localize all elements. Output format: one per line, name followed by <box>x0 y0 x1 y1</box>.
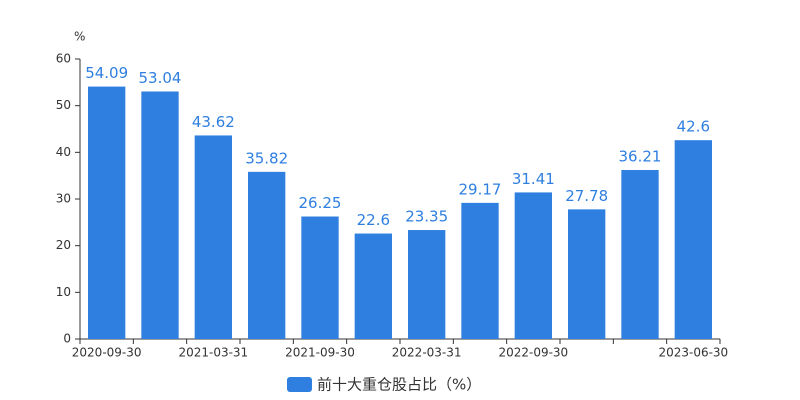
bar <box>621 170 659 339</box>
bar <box>568 209 606 339</box>
y-tick-label: 50 <box>56 98 71 112</box>
y-tick-label: 20 <box>56 238 71 252</box>
value-label: 26.25 <box>299 194 342 212</box>
value-label: 29.17 <box>459 180 502 198</box>
value-label: 53.04 <box>139 69 182 87</box>
bar <box>354 233 392 339</box>
bar <box>514 192 552 339</box>
value-label: 43.62 <box>192 113 235 131</box>
value-label: 31.41 <box>512 170 555 188</box>
y-tick-label: 40 <box>56 145 71 159</box>
value-label: 22.6 <box>357 211 390 229</box>
bar <box>88 86 126 339</box>
x-tick-label: 2022-03-31 <box>392 346 462 360</box>
y-unit: % <box>74 30 85 44</box>
bar <box>141 91 179 339</box>
value-label: 36.21 <box>619 148 662 166</box>
bar <box>194 135 232 339</box>
legend-label: 前十大重仓股占比（%） <box>317 376 481 394</box>
y-tick-label: 0 <box>63 332 71 346</box>
bar <box>408 230 446 339</box>
value-label: 42.6 <box>677 118 710 136</box>
y-tick-label: 60 <box>56 52 71 66</box>
x-tick-label: 2020-09-30 <box>72 346 142 360</box>
value-label: 23.35 <box>405 208 448 226</box>
x-tick-label: 2021-09-30 <box>285 346 355 360</box>
value-label: 35.82 <box>245 149 288 167</box>
x-tick-label: 2023-06-30 <box>658 346 728 360</box>
bar <box>674 140 712 339</box>
bar <box>461 202 499 339</box>
legend-swatch <box>287 377 312 392</box>
y-tick-label: 30 <box>56 192 71 206</box>
x-tick-label: 2021-03-31 <box>178 346 248 360</box>
bar <box>301 216 339 339</box>
x-tick-label: 2022-09-30 <box>498 346 568 360</box>
value-label: 54.09 <box>85 64 128 82</box>
y-tick-label: 10 <box>56 285 71 299</box>
bar <box>248 171 286 339</box>
value-label: 27.78 <box>565 187 608 205</box>
